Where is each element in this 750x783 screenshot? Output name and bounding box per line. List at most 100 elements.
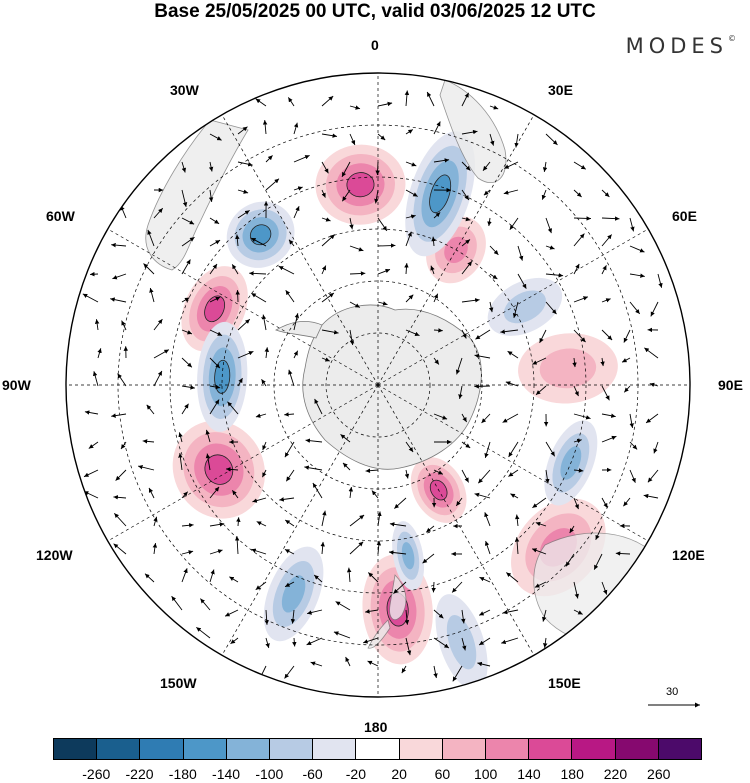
wind-arrow bbox=[377, 301, 388, 306]
wind-arrow bbox=[433, 328, 443, 333]
wind-arrow bbox=[484, 512, 491, 527]
wind-arrow bbox=[461, 441, 471, 449]
colorbar-swatch bbox=[269, 738, 314, 760]
wind-arrow bbox=[349, 217, 354, 230]
wind-arrow bbox=[629, 469, 636, 483]
wind-arrow bbox=[181, 403, 189, 415]
wind-arrow bbox=[405, 161, 417, 167]
wind-arrow bbox=[178, 432, 183, 443]
wind-arrow bbox=[404, 469, 410, 479]
wind-arrow bbox=[504, 161, 519, 169]
anomaly-negative bbox=[263, 546, 324, 642]
meridian-line bbox=[221, 384, 379, 656]
wind-arrow bbox=[455, 497, 463, 507]
wind-arrow bbox=[293, 350, 299, 359]
wind-arrow bbox=[348, 486, 354, 499]
anomaly-positive bbox=[518, 333, 618, 404]
wind-arrow bbox=[489, 133, 495, 146]
wind-arrow bbox=[264, 347, 269, 359]
wind-arrow bbox=[508, 441, 519, 458]
wind-arrow bbox=[181, 523, 194, 528]
wind-arrow bbox=[178, 453, 183, 471]
wind-arrow bbox=[293, 122, 299, 135]
wind-arrow bbox=[209, 217, 220, 225]
wind-arrow bbox=[405, 637, 412, 656]
colorbar-tick-label: 180 bbox=[560, 766, 584, 782]
colorbar-swatch bbox=[657, 738, 703, 760]
wind-arrow bbox=[643, 493, 659, 499]
wind-arrow bbox=[517, 273, 527, 289]
wind-vectors bbox=[82, 90, 663, 682]
wind-arrow bbox=[461, 216, 471, 222]
wind-arrow bbox=[649, 382, 659, 388]
lon-label-90w: 90W bbox=[2, 377, 31, 393]
wind-arrow bbox=[92, 371, 99, 387]
map-title: Base 25/05/2025 00 UTC, valid 03/06/2025… bbox=[154, 1, 596, 22]
wind-arrow bbox=[208, 161, 214, 172]
wind-arrow bbox=[512, 301, 519, 319]
wind-arrow bbox=[153, 370, 163, 387]
wind-arrow bbox=[144, 573, 155, 583]
wind-arrow bbox=[97, 348, 102, 359]
wind-arrow bbox=[181, 550, 194, 555]
graticule bbox=[66, 73, 690, 697]
colorbar-tick-label: 140 bbox=[517, 766, 541, 782]
wind-arrow bbox=[88, 441, 99, 449]
wind-arrow bbox=[142, 439, 155, 444]
wind-arrow bbox=[284, 548, 295, 555]
wind-arrow bbox=[83, 469, 99, 478]
wind-arrow bbox=[545, 217, 553, 234]
wind-arrow bbox=[433, 293, 439, 303]
wind-arrow bbox=[573, 468, 584, 473]
wind-arrow bbox=[321, 329, 339, 335]
wind-arrow bbox=[153, 516, 158, 527]
wind-arrow bbox=[341, 189, 351, 202]
wind-arrow bbox=[261, 314, 267, 331]
wind-arrow bbox=[82, 293, 99, 303]
meridian-line bbox=[107, 228, 379, 386]
wind-arrow bbox=[401, 665, 407, 674]
wind-arrow bbox=[306, 609, 323, 615]
wind-arrow bbox=[349, 271, 366, 276]
wind-arrow bbox=[209, 522, 225, 527]
wind-arrow bbox=[545, 469, 550, 484]
wind-arrow bbox=[430, 265, 435, 275]
wind-arrow bbox=[305, 438, 323, 443]
wind-arrow bbox=[479, 609, 491, 616]
wind-arrow bbox=[461, 637, 467, 651]
wind-arrow bbox=[483, 189, 491, 196]
wind-arrow bbox=[573, 161, 587, 170]
anomaly-negative bbox=[435, 594, 488, 691]
colorbar-tick-label: -20 bbox=[345, 766, 366, 782]
wind-arrow bbox=[388, 550, 407, 555]
wind-arrow bbox=[349, 301, 361, 308]
wind-arrow bbox=[573, 497, 579, 510]
wind-arrow bbox=[543, 637, 548, 648]
meridian-line bbox=[107, 384, 379, 542]
wind-arrow bbox=[365, 609, 379, 614]
colorbar-tick-label: -180 bbox=[168, 766, 197, 782]
wind-arrow bbox=[321, 95, 334, 107]
wind-arrow bbox=[433, 413, 448, 420]
wind-arrow bbox=[623, 385, 631, 393]
wind-arrow bbox=[205, 453, 211, 471]
wind-arrow bbox=[629, 413, 634, 428]
wind-arrow bbox=[377, 268, 391, 275]
wind-arrow bbox=[426, 91, 435, 107]
wind-arrow bbox=[647, 469, 659, 483]
wind-arrow bbox=[461, 161, 471, 171]
wind-arrow bbox=[314, 398, 323, 415]
wind-arrow bbox=[615, 551, 631, 556]
wind-arrow bbox=[117, 373, 127, 387]
wind-arrow bbox=[181, 491, 189, 499]
wind-arrow bbox=[255, 98, 267, 107]
wind-arrow bbox=[425, 525, 435, 533]
wind-arrow bbox=[601, 581, 608, 595]
wind-arrow bbox=[645, 413, 659, 424]
wind-arrow bbox=[261, 469, 267, 478]
wind-arrow bbox=[148, 487, 155, 499]
wind-arrow bbox=[251, 548, 267, 555]
colorbar-tick-label: -220 bbox=[125, 766, 154, 782]
wind-arrow bbox=[264, 609, 269, 625]
wind-arrow bbox=[237, 189, 249, 194]
